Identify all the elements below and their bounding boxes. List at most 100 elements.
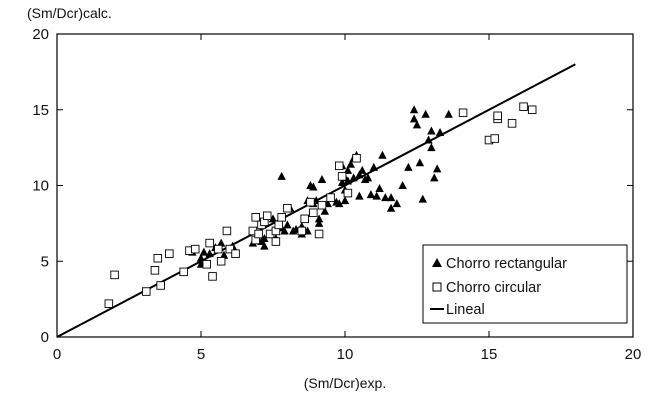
x-tick-label: 10 [337,346,354,363]
point-circular [205,238,214,248]
legend: Chorro rectangular Chorro circular Linea… [422,244,628,324]
point-circular [231,249,240,258]
point-rectangular [427,126,436,135]
point-rectangular [340,196,350,205]
point-circular [326,193,335,202]
point-rectangular [421,109,430,118]
legend-label-lineal: Lineal [446,302,485,318]
point-circular [142,287,151,296]
point-rectangular [409,105,419,114]
point-rectangular [355,191,364,200]
x-tick-label: 0 [53,346,61,363]
point-circular [153,253,163,263]
point-circular [493,111,502,121]
point-circular [490,134,500,143]
point-rectangular [219,250,229,259]
point-rectangular [196,253,206,262]
legend-square-marker [432,282,442,292]
point-rectangular [430,173,439,182]
point-rectangular [369,162,378,171]
point-rectangular [363,173,373,182]
point-rectangular [386,203,396,212]
point-circular [334,161,344,171]
point-rectangular [346,159,355,168]
point-circular [343,188,353,198]
y-tick-label: 5 [41,253,49,270]
point-rectangular [314,218,324,227]
point-rectangular [260,234,269,243]
point-circular [337,172,347,181]
point-circular [104,299,114,308]
point-circular [150,266,160,275]
point-rectangular [199,247,209,256]
point-rectangular [268,214,278,223]
point-rectangular [398,181,407,189]
point-rectangular [216,238,226,247]
point-circular [507,119,517,128]
point-rectangular [432,164,442,173]
point-rectangular [349,173,358,182]
point-circular [179,267,188,277]
point-circular [527,105,537,114]
x-tick-label: 5 [197,346,205,363]
x-tick-label: 15 [481,346,498,363]
point-circular [297,226,307,236]
point-circular [519,102,528,111]
point-rectangular [358,165,367,174]
point-rectangular [335,199,344,208]
legend-label-rectangular: Chorro rectangular [446,256,567,272]
point-circular [251,213,260,222]
point-circular [277,213,286,222]
point-rectangular [375,184,384,193]
point-circular [190,244,200,254]
point-circular [271,237,281,246]
legend-box [422,244,628,324]
point-rectangular [386,193,396,202]
point-rectangular [314,214,324,223]
point-rectangular [424,135,433,144]
point-rectangular [444,109,453,118]
point-circular [225,244,235,254]
point-circular [317,200,327,210]
point-circular [300,214,309,224]
point-circular [274,220,284,230]
point-rectangular [317,174,327,183]
x-axis-title: (Sm/Dcr)exp. [304,375,386,391]
point-rectangular [343,176,353,185]
point-circular [216,257,226,266]
point-circular [156,281,165,290]
y-axis-title: (Sm/Dcr)calc. [27,5,112,21]
point-rectangular [277,171,286,180]
point-rectangular [392,199,402,208]
point-circular [262,211,272,221]
point-rectangular [372,191,381,200]
point-rectangular [366,190,376,199]
x-tick-label: 20 [625,346,642,363]
legend-triangle-marker [432,258,442,267]
point-rectangular [320,206,330,215]
point-rectangular [343,165,353,174]
point-rectangular [435,127,445,136]
point-rectangular [309,182,318,191]
point-rectangular [415,158,425,167]
tick-marks [56,33,634,338]
y-tick-label: 0 [41,329,49,346]
point-rectangular [409,114,419,123]
point-rectangular [418,194,427,203]
point-rectangular [381,193,390,202]
point-rectangular [427,143,436,152]
point-rectangular [283,220,292,229]
point-circular [309,208,318,218]
marker-layer [104,102,537,308]
point-circular [352,153,361,163]
point-circular [458,108,468,118]
point-circular [110,270,119,280]
point-rectangular [404,162,413,171]
point-rectangular [260,241,269,250]
point-circular [165,249,174,258]
point-circular [283,203,292,213]
point-rectangular [280,226,289,235]
y-tick-label: 10 [32,178,49,195]
y-tick-label: 20 [32,26,49,43]
